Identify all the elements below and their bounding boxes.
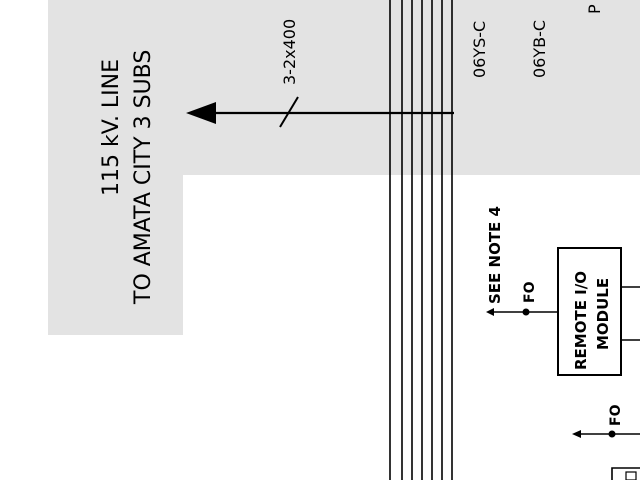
- fo-dot-2-icon: [608, 430, 616, 438]
- fo-label-2: FO: [608, 404, 624, 426]
- feeder-arrow-icon: [186, 102, 216, 124]
- see-note-label: SEE NOTE 4: [486, 206, 504, 304]
- module-label-line-2: MODULE: [594, 278, 612, 350]
- remote-io-module-box: [557, 247, 622, 376]
- partial-box-inner: [625, 471, 637, 480]
- module-label-line-1: REMOTE I/O: [572, 271, 590, 370]
- line-label-destination: TO AMATA CITY 3 SUBS: [131, 50, 156, 305]
- edge-letter-label: P: [585, 4, 604, 14]
- bus-lines: [389, 0, 453, 480]
- conductor-label: 3-2x400: [280, 19, 299, 85]
- fo-dot-1-icon: [522, 308, 530, 316]
- partial-box-bottom: [611, 467, 640, 480]
- shaded-region-left: [48, 0, 183, 335]
- fo-label-1: FO: [522, 281, 538, 303]
- cable-label-yb: 06YB-C: [530, 20, 549, 78]
- line-label-115kv: 115 kV. LINE: [99, 59, 124, 196]
- cable-label-ys: 06YS-C: [470, 21, 489, 78]
- conductor-tick: [279, 96, 299, 128]
